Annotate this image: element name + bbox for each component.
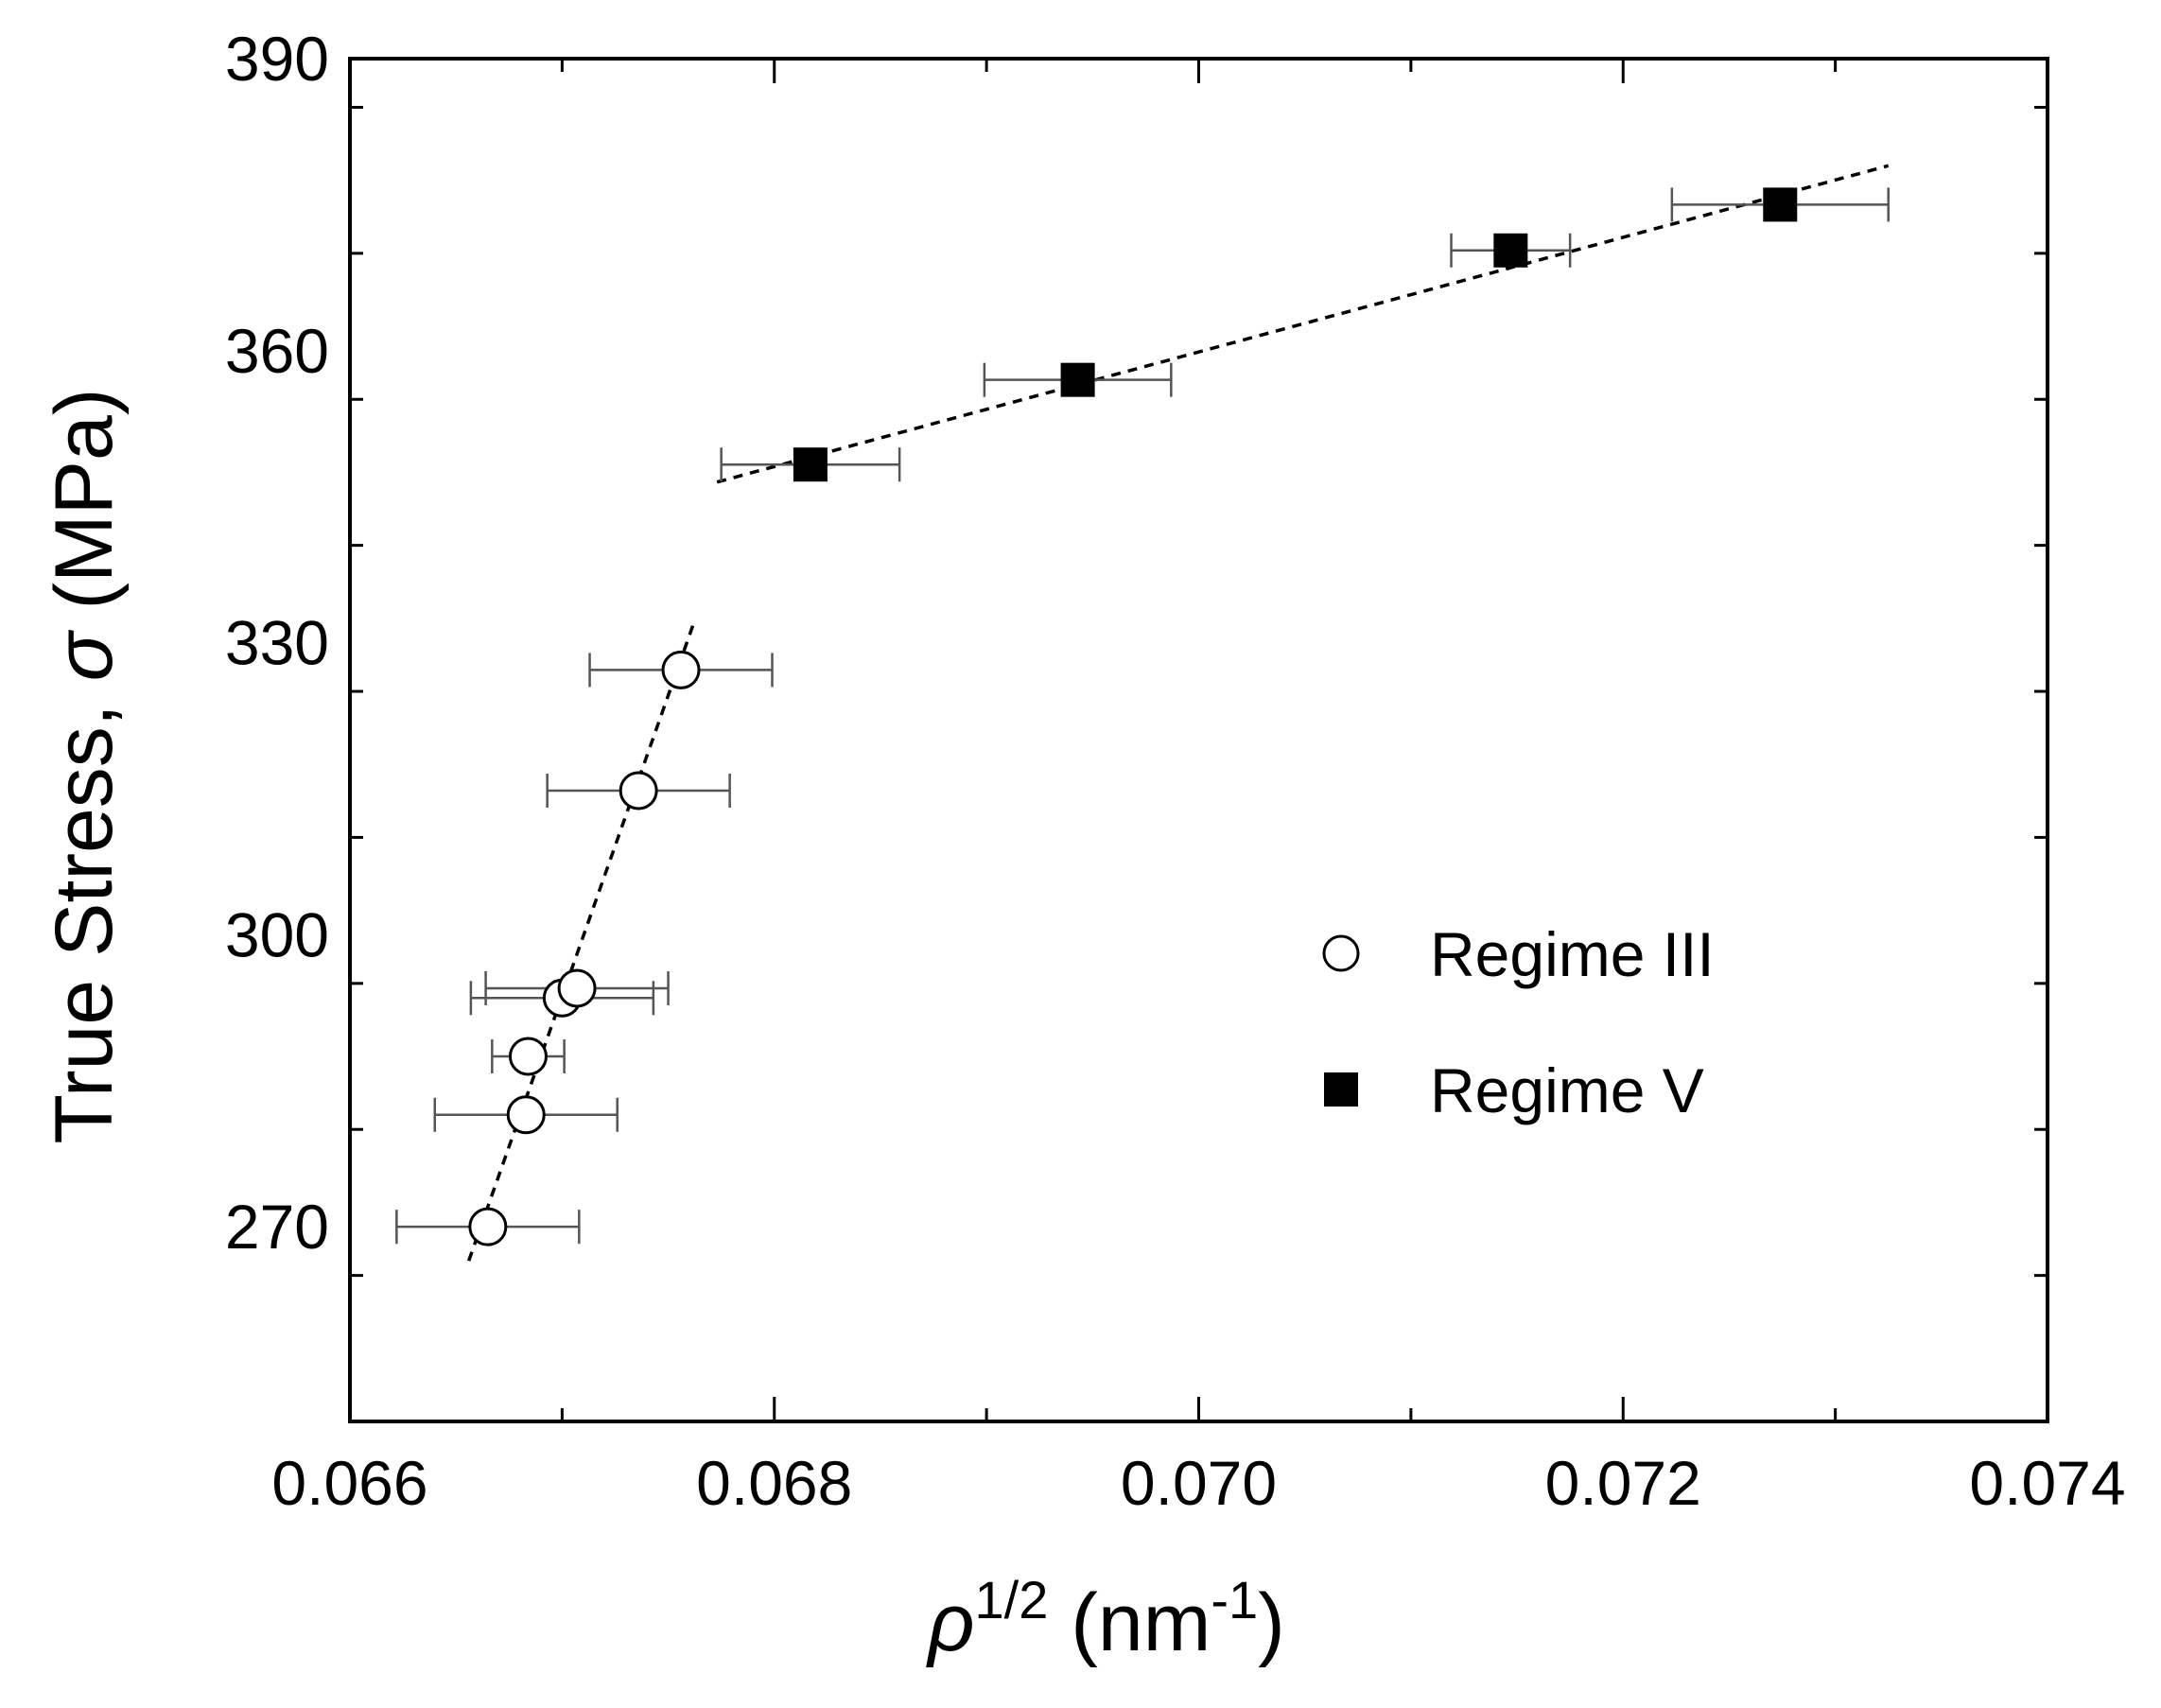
y-tick-label: 390 bbox=[225, 24, 329, 94]
y-tick-label: 300 bbox=[225, 899, 329, 969]
legend: Regime III Regime V bbox=[1322, 919, 1715, 1125]
axis-ticks bbox=[348, 59, 2049, 1423]
data-point-regime-v bbox=[1763, 187, 1798, 222]
x-tick-label: 0.072 bbox=[1545, 1448, 1701, 1518]
x-tick-label: 0.068 bbox=[696, 1448, 852, 1518]
x-tick-label: 0.066 bbox=[271, 1448, 427, 1518]
legend-marker-regime-v bbox=[1324, 1072, 1358, 1107]
x-tick-label: 0.070 bbox=[1121, 1448, 1277, 1518]
y-axis-unit: (MPa) bbox=[39, 389, 130, 633]
y-tick-label: 360 bbox=[225, 316, 329, 386]
legend-label-regime-iii: Regime III bbox=[1430, 919, 1715, 989]
x-axis-unit-close: ) bbox=[1258, 1577, 1285, 1668]
legend-label-regime-v: Regime V bbox=[1430, 1055, 1704, 1125]
data-point-regime-v bbox=[793, 447, 828, 482]
data-markers bbox=[468, 187, 1798, 1246]
data-point-regime-iii bbox=[468, 1207, 508, 1246]
x-axis-unit-exponent: -1 bbox=[1211, 1570, 1258, 1630]
x-axis-exponent: 1/2 bbox=[974, 1570, 1048, 1630]
x-axis-symbol: ρ bbox=[925, 1577, 974, 1668]
y-axis-symbol: σ bbox=[39, 629, 130, 681]
data-point-regime-iii bbox=[508, 1037, 548, 1076]
data-point-regime-iii bbox=[506, 1095, 546, 1135]
data-point-regime-v bbox=[1493, 233, 1528, 268]
y-axis-label: True Stress, bbox=[39, 681, 130, 1143]
x-axis-unit-open: (nm bbox=[1048, 1577, 1211, 1668]
legend-marker-regime-iii bbox=[1322, 934, 1360, 972]
fit-lines bbox=[466, 164, 1890, 1262]
fit-line-regime-iii bbox=[466, 622, 696, 1262]
data-point-regime-iii bbox=[557, 968, 597, 1008]
x-tick-label: 0.074 bbox=[1969, 1448, 2125, 1518]
fit-line-regime-v bbox=[716, 164, 1890, 484]
y-tick-label: 270 bbox=[225, 1192, 329, 1262]
y-tick-label: 330 bbox=[225, 608, 329, 678]
data-point-regime-iii bbox=[619, 771, 658, 810]
plot-frame bbox=[348, 57, 2049, 1423]
data-point-regime-iii bbox=[661, 650, 701, 689]
x-axis-title: ρ1/2 (nm-1) bbox=[925, 1570, 1285, 1668]
y-axis-title: True Stress, σ (MPa) bbox=[39, 389, 130, 1144]
data-point-regime-v bbox=[1060, 362, 1095, 397]
